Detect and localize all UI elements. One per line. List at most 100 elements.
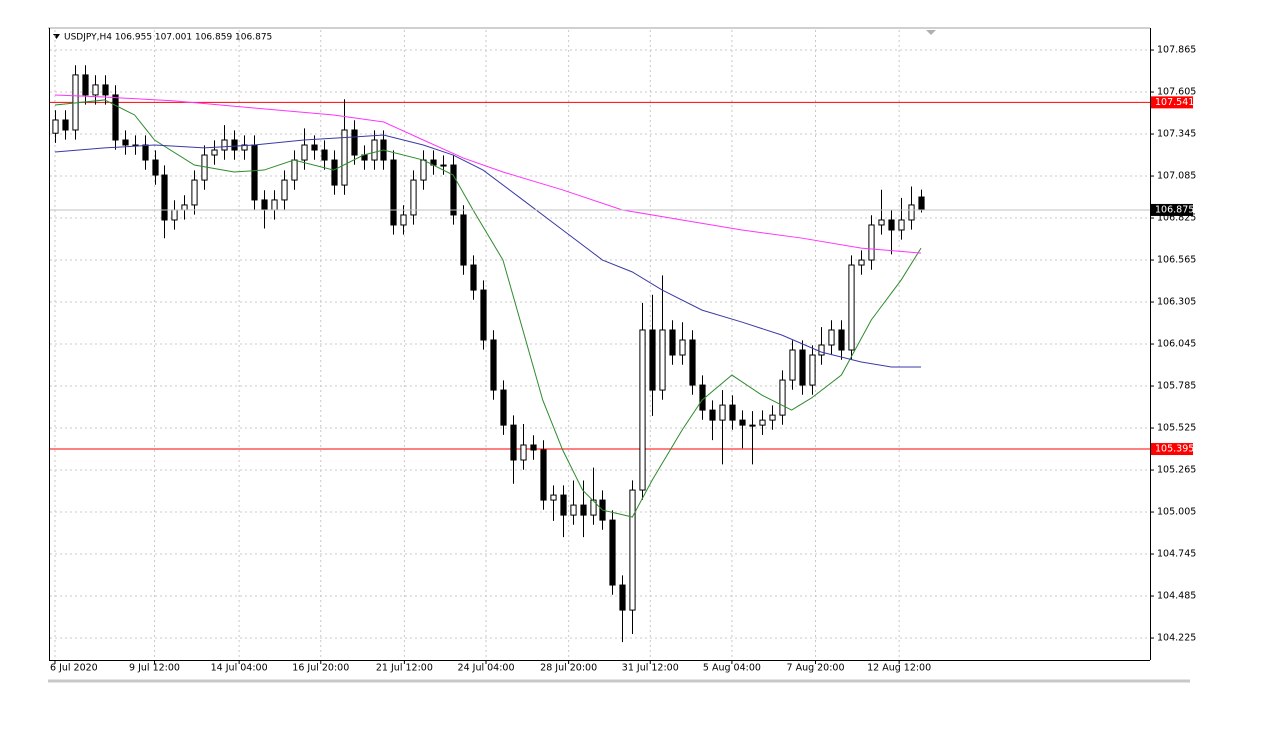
y-tick-label: 105.005 [1157, 507, 1196, 518]
candle-body [619, 584, 626, 611]
candle-body [669, 329, 676, 356]
moving-average [54, 99, 922, 518]
candle-body [311, 144, 318, 151]
y-tick-label: 106.825 [1157, 213, 1196, 224]
y-tick-label: 107.085 [1157, 171, 1196, 182]
y-tick-label: 106.305 [1157, 297, 1196, 308]
candle-body [301, 144, 308, 161]
candle-body [271, 199, 278, 211]
candle-body [470, 264, 477, 291]
candle-body [580, 504, 587, 516]
candle-body [759, 419, 766, 426]
candle-body [818, 344, 825, 356]
y-tick-label: 104.745 [1157, 549, 1196, 560]
candle-body [828, 329, 835, 346]
candle-body [799, 349, 806, 386]
candle-body [659, 329, 666, 391]
price-level-label: 107.541 [1155, 97, 1194, 108]
candle-body [341, 129, 348, 186]
candle-body [191, 179, 198, 206]
candle-body [500, 389, 507, 426]
candle-body [52, 119, 59, 134]
candle-body [789, 349, 796, 381]
candle-body [291, 159, 298, 181]
candle-body [838, 329, 845, 351]
candle-body [152, 159, 159, 176]
candle-body [550, 494, 557, 501]
candle-body [809, 354, 816, 386]
last-price-label: 106.875 [1155, 204, 1194, 215]
candle-body [590, 499, 597, 516]
y-tick-label: 105.525 [1157, 423, 1196, 434]
candle-body [779, 379, 786, 416]
x-tick-label: 12 Aug 12:00 [867, 663, 931, 674]
candle-body [211, 149, 218, 156]
symbol-menu[interactable] [53, 34, 60, 39]
candle-body [739, 419, 746, 426]
x-tick-label: 6 Jul 2020 [50, 663, 98, 674]
price-level-label: 105.395 [1155, 444, 1194, 455]
candle-body [181, 204, 188, 211]
candle-body [221, 139, 228, 151]
candle-body [102, 84, 109, 96]
price-level-tag [1151, 443, 1193, 456]
candle-body [351, 129, 358, 156]
candle-body [161, 174, 168, 221]
candle-body [251, 144, 258, 201]
x-tick-label: 5 Aug 04:00 [703, 663, 761, 674]
candle-body [689, 339, 696, 386]
candle-body [530, 444, 537, 451]
candle-body [629, 489, 636, 611]
moving-average [54, 134, 922, 368]
x-tick-label: 7 Aug 20:00 [787, 663, 845, 674]
candle-body [510, 424, 517, 461]
x-tick-label: 24 Jul 04:00 [458, 663, 515, 674]
candle-body [400, 214, 407, 226]
y-tick-label: 107.605 [1157, 87, 1196, 98]
candle-body [868, 224, 875, 261]
candle-body [858, 259, 865, 266]
candle-body [898, 219, 905, 231]
candle-body [261, 199, 268, 211]
candle-body [460, 214, 467, 266]
candle-body [122, 139, 129, 146]
x-tick-label: 9 Jul 12:00 [129, 663, 180, 674]
candle-body [560, 494, 567, 516]
y-tick-label: 105.265 [1157, 465, 1196, 476]
candle-body [649, 329, 656, 391]
candle-body [62, 119, 69, 131]
candle-body [281, 179, 288, 201]
chart-title: USDJPY,H4 106.955 107.001 106.859 106.87… [64, 33, 272, 43]
x-tick-label: 31 Jul 12:00 [622, 663, 679, 674]
x-tick-label: 14 Jul 04:00 [211, 663, 268, 674]
candle-body [440, 164, 447, 167]
candle-body [142, 144, 149, 161]
candle-body [639, 329, 646, 491]
y-tick-label: 104.485 [1157, 591, 1196, 602]
candle-body [241, 144, 248, 151]
candle-body [749, 424, 756, 427]
candle-body [410, 179, 417, 216]
candle-body [321, 149, 328, 161]
moving-average [54, 94, 922, 254]
candle-body [918, 196, 925, 211]
candle-body [878, 219, 885, 226]
candle-body [331, 159, 338, 186]
price-level-tag [1151, 96, 1193, 109]
candle-body [540, 449, 547, 501]
candle-body [480, 289, 487, 341]
candle-body [769, 414, 776, 421]
y-tick-label: 106.045 [1157, 339, 1196, 350]
candle-body [390, 159, 397, 226]
candle-body [371, 139, 378, 161]
candle-body [848, 264, 855, 351]
y-tick-label: 107.865 [1157, 45, 1196, 56]
y-tick-label: 106.565 [1157, 255, 1196, 266]
candle-body [92, 84, 99, 96]
candle-body [609, 519, 616, 586]
candle-body [719, 404, 726, 421]
candle-body [709, 409, 716, 421]
candle-body [112, 94, 119, 141]
candle-body [450, 164, 457, 216]
